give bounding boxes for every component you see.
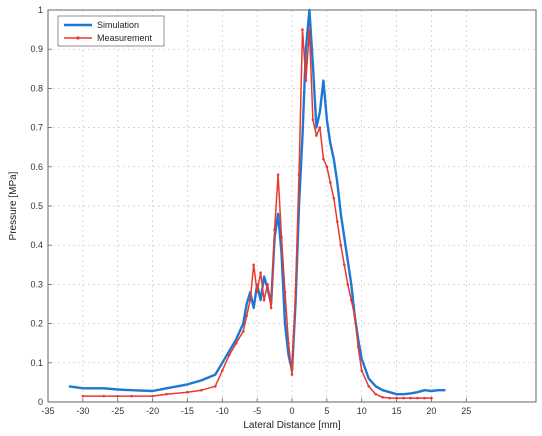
y-axis-label: Pressure [MPa] [8, 171, 19, 240]
legend-box [57, 15, 165, 47]
data-point-measurement [214, 385, 217, 388]
x-tick-label: -10 [216, 406, 229, 416]
y-tick-label: 0 [38, 397, 43, 407]
legend-label-simulation: Simulation [97, 20, 139, 30]
x-tick-label: 20 [426, 406, 436, 416]
data-point-measurement [322, 157, 325, 161]
data-point-measurement [381, 395, 384, 399]
x-axis-label: Lateral Distance [mm] [243, 420, 340, 431]
data-point-measurement [332, 196, 336, 200]
series-layer [68, 8, 446, 400]
data-point-measurement [294, 290, 297, 294]
data-point-measurement [395, 396, 398, 400]
data-point-measurement [283, 290, 287, 294]
data-point-measurement [349, 298, 353, 302]
data-point-measurement [297, 173, 301, 176]
data-point-measurement [416, 396, 419, 400]
data-point-measurement [81, 394, 85, 398]
axis-ticks: -35 -30 -25 -20 -15 -10 -5 0 5 10 15 20 25 0 0.1 0.2 0.3… [30, 5, 471, 416]
x-tick-label: 15 [392, 406, 402, 416]
data-point-measurement [409, 396, 412, 400]
data-point-measurement [151, 394, 154, 398]
data-point-measurement [318, 126, 322, 129]
x-tick-label: -30 [76, 406, 89, 416]
data-point-measurement [234, 341, 238, 345]
data-point-measurement [116, 394, 120, 398]
data-point-measurement [339, 243, 343, 247]
data-point-measurement [315, 134, 318, 137]
data-point-measurement [423, 396, 426, 400]
data-point-measurement [186, 390, 189, 394]
legend: Simulation Measurement [57, 15, 165, 47]
x-tick-label: 10 [357, 406, 367, 416]
data-point-measurement [248, 298, 252, 302]
y-tick-label: 1 [38, 5, 43, 15]
data-point-measurement [200, 388, 203, 392]
data-point-measurement [241, 330, 245, 333]
legend-marker-measurement [76, 36, 80, 40]
data-point-measurement [165, 392, 168, 396]
data-point-measurement [276, 173, 280, 176]
x-tick-label: -15 [181, 406, 194, 416]
data-point-measurement [290, 373, 294, 376]
y-tick-label: 0.8 [30, 83, 43, 93]
data-point-measurement [262, 298, 266, 302]
y-tick-label: 0.2 [30, 319, 43, 329]
data-point-measurement [336, 220, 339, 223]
data-point-measurement [325, 165, 329, 169]
data-point-measurement [356, 345, 360, 349]
y-tick-label: 0.5 [30, 201, 43, 211]
data-point-measurement [374, 392, 377, 396]
data-point-measurement [311, 118, 315, 122]
x-tick-label: 5 [324, 406, 329, 416]
x-tick-label: 0 [289, 406, 294, 416]
series-line-simulation [68, 8, 446, 396]
y-tick-label: 0.1 [30, 358, 43, 368]
data-point-measurement [329, 181, 332, 184]
data-point-measurement [102, 394, 106, 398]
data-point-measurement [353, 314, 357, 318]
data-point-measurement [402, 396, 405, 400]
x-tick-label: -20 [146, 406, 159, 416]
data-point-measurement [252, 263, 255, 267]
data-point-measurement [273, 228, 276, 231]
data-point-measurement [245, 314, 248, 318]
data-point-measurement [220, 369, 224, 372]
x-tick-label: -35 [41, 406, 54, 416]
x-tick-label: -25 [111, 406, 124, 416]
data-point-measurement [342, 263, 346, 267]
data-point-measurement [255, 290, 259, 294]
y-tick-label: 0.6 [30, 162, 43, 172]
x-tick-label: -5 [253, 406, 261, 416]
data-point-measurement [388, 396, 391, 400]
data-point-measurement [304, 79, 308, 82]
data-point-measurement [301, 28, 304, 31]
data-point-measurement [430, 396, 433, 400]
data-point-measurement [266, 283, 269, 286]
data-point-measurement [259, 271, 262, 274]
legend-label-measurement: Measurement [97, 33, 153, 43]
data-point-measurement [308, 28, 311, 31]
data-point-measurement [367, 385, 370, 388]
data-point-measurement [346, 283, 350, 286]
y-tick-label: 0.7 [30, 123, 43, 133]
data-point-measurement [287, 341, 290, 345]
data-point-measurement [269, 306, 273, 310]
y-tick-label: 0.3 [30, 279, 43, 289]
data-point-measurement [280, 236, 283, 239]
data-point-measurement [130, 394, 133, 398]
y-tick-label: 0.9 [30, 44, 43, 54]
y-tick-label: 0.4 [30, 240, 43, 250]
data-point-measurement [227, 353, 231, 357]
x-tick-label: 25 [461, 406, 471, 416]
data-point-measurement [360, 369, 364, 372]
